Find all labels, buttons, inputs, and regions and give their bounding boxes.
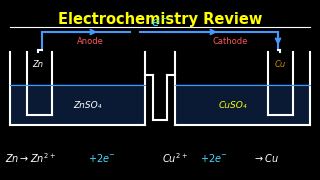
Text: Cathode: Cathode	[212, 37, 248, 46]
Text: $+ 2e^{-}$: $+ 2e^{-}$	[88, 152, 116, 164]
Text: Anode: Anode	[76, 37, 103, 46]
Text: $+ 2e^{-}$: $+ 2e^{-}$	[200, 152, 228, 164]
Text: Zn: Zn	[33, 60, 44, 69]
Text: Cu: Cu	[275, 60, 285, 69]
Text: $Zn \rightarrow Zn^{2+}$: $Zn \rightarrow Zn^{2+}$	[5, 151, 56, 165]
Text: $Cu^{2+}$: $Cu^{2+}$	[162, 151, 188, 165]
Text: ZnSO₄: ZnSO₄	[73, 100, 102, 109]
Text: CuSO₄: CuSO₄	[218, 100, 247, 109]
Text: $e^-$: $e^-$	[151, 17, 169, 30]
Bar	[176, 84, 309, 124]
Text: Electrochemistry Review: Electrochemistry Review	[58, 12, 262, 27]
Bar	[11, 84, 144, 124]
Text: $\rightarrow Cu$: $\rightarrow Cu$	[253, 152, 280, 164]
